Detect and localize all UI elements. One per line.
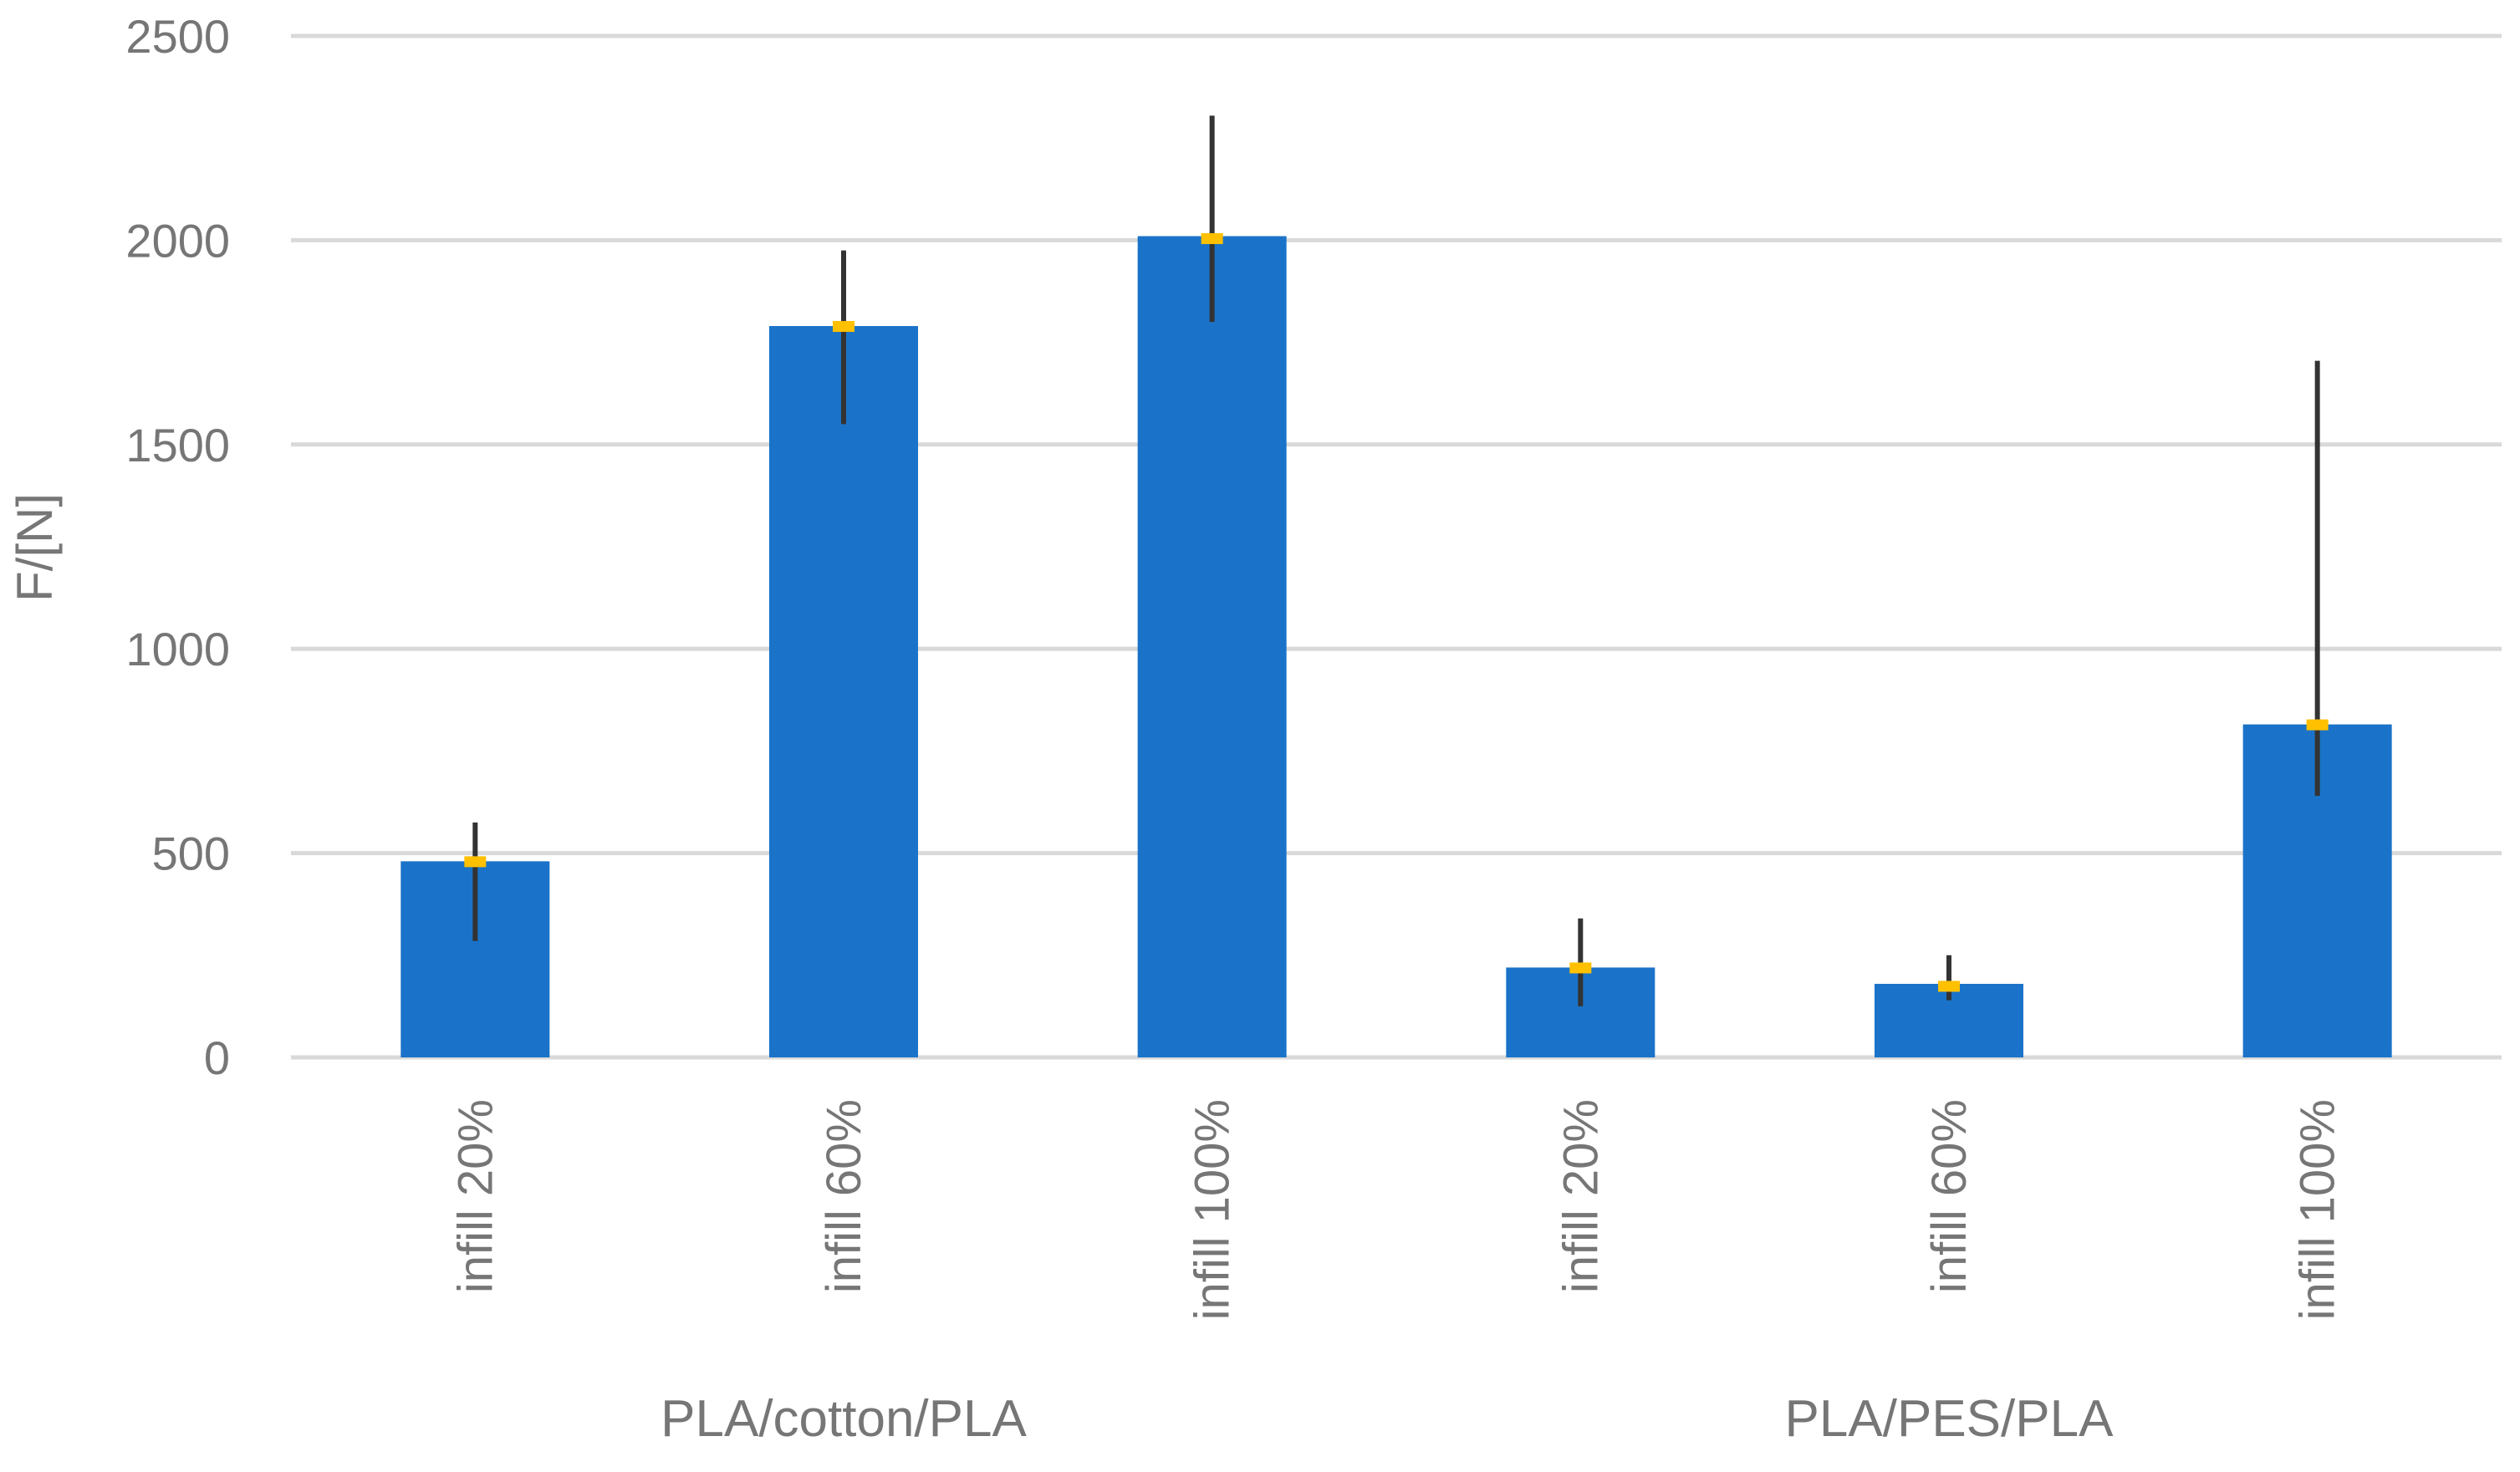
gridlines bbox=[291, 33, 2502, 1060]
y-axis-tick-labels: 0 500 1000 1500 2000 2500 bbox=[125, 10, 230, 1084]
x-category-label: infill 100% bbox=[2291, 1099, 2345, 1320]
x-category-label: infill 100% bbox=[1186, 1099, 1240, 1320]
y-tick-label: 500 bbox=[152, 828, 230, 880]
x-category-label: infill 20% bbox=[1553, 1099, 1608, 1293]
mean-marker bbox=[2306, 719, 2329, 731]
bar bbox=[1137, 236, 1287, 1058]
x-group-label: PLA/PES/PLA bbox=[1785, 1390, 2114, 1448]
x-category-label: infill 20% bbox=[448, 1099, 502, 1293]
y-tick-label: 0 bbox=[204, 1031, 230, 1084]
y-tick-label: 2000 bbox=[125, 214, 230, 267]
mean-marker bbox=[833, 321, 854, 333]
mean-marker bbox=[1569, 962, 1592, 974]
y-tick-label: 1000 bbox=[125, 623, 230, 675]
y-axis-title: F/[N] bbox=[7, 493, 63, 602]
mean-markers bbox=[464, 232, 2329, 992]
mean-marker bbox=[464, 856, 487, 868]
x-axis-category-labels: infill 20% infill 60% infill 100% infill 20… bbox=[448, 1099, 2344, 1320]
mean-marker bbox=[1938, 980, 1960, 992]
x-axis-group-labels: PLA/cotton/PLA PLA/PES/PLA bbox=[661, 1390, 2114, 1448]
x-group-label: PLA/cotton/PLA bbox=[661, 1390, 1027, 1448]
mean-marker bbox=[1201, 232, 1223, 244]
y-tick-label: 1500 bbox=[125, 419, 230, 471]
y-tick-label: 2500 bbox=[125, 10, 230, 63]
bar bbox=[769, 326, 918, 1058]
x-category-label: infill 60% bbox=[817, 1099, 871, 1293]
bars bbox=[400, 236, 2392, 1058]
error-bars bbox=[472, 115, 2320, 1006]
x-category-label: infill 60% bbox=[1922, 1099, 1977, 1293]
